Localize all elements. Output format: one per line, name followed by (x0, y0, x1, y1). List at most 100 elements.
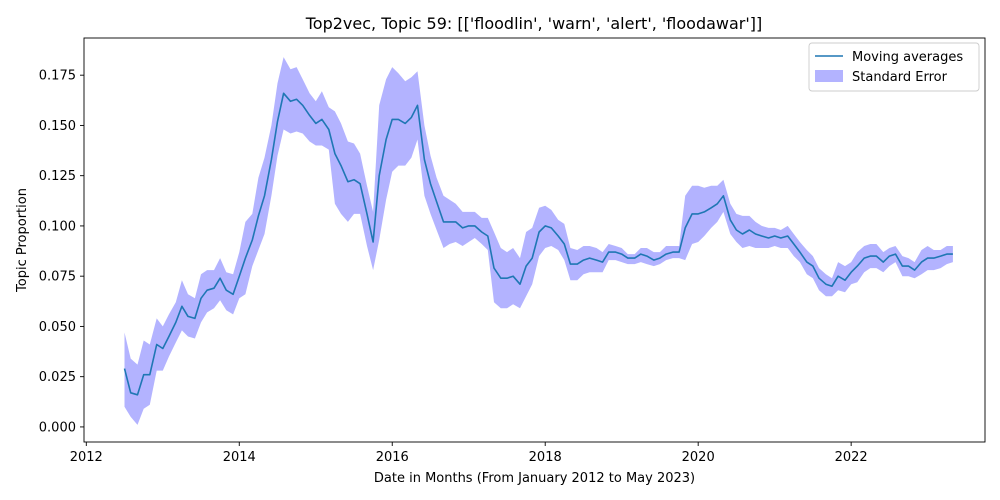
moving-average-point-6 (161, 347, 164, 350)
moving-average-point-102 (773, 235, 776, 238)
moving-average-point-82 (645, 255, 648, 258)
moving-average-point-43 (397, 118, 400, 121)
moving-average-point-23 (270, 158, 273, 161)
moving-average-point-65 (538, 231, 541, 234)
moving-average-point-70 (569, 263, 572, 266)
moving-average-point-110 (824, 283, 827, 286)
moving-average-point-28 (301, 104, 304, 107)
moving-average-point-89 (691, 212, 694, 215)
moving-average-point-126 (926, 257, 929, 260)
moving-average-point-9 (180, 305, 183, 308)
y-tick-label: 0.125 (39, 169, 76, 184)
y-tick-label: 0.050 (39, 320, 76, 335)
moving-average-point-46 (416, 104, 419, 107)
moving-average-point-129 (945, 253, 948, 256)
moving-average-point-51 (448, 220, 451, 223)
y-axis: 0.000 0.025 0.050 0.075 0.100 0.125 0.150 0.175 (39, 69, 84, 435)
moving-average-point-59 (499, 277, 502, 280)
y-tick-label: 0.075 (39, 270, 76, 285)
moving-average-point-93 (716, 202, 719, 205)
moving-average-point-44 (404, 122, 407, 125)
moving-average-point-12 (200, 297, 203, 300)
moving-average-point-108 (811, 265, 814, 268)
legend-label-standard-error: Standard Error (852, 70, 948, 85)
moving-average-point-4 (148, 373, 151, 376)
moving-average-point-60 (506, 277, 509, 280)
moving-average-point-7 (167, 335, 170, 338)
moving-average-point-61 (512, 275, 515, 278)
y-tick-label: 0.175 (39, 69, 76, 84)
moving-average-point-34 (340, 164, 343, 167)
moving-average-point-42 (391, 118, 394, 121)
moving-average-point-125 (920, 261, 923, 264)
moving-average-point-130 (951, 253, 954, 256)
moving-average-point-38 (366, 212, 369, 215)
moving-average-point-94 (722, 194, 725, 197)
moving-average-point-97 (741, 233, 744, 236)
moving-average-point-10 (187, 315, 190, 318)
moving-average-point-48 (429, 182, 432, 185)
moving-average-point-25 (282, 92, 285, 95)
moving-average-point-75 (601, 261, 604, 264)
x-tick-label: 2014 (223, 450, 256, 465)
moving-averages-line (123, 92, 953, 396)
x-axis: 2012 2014 2016 2018 2020 2022 (70, 442, 868, 465)
x-tick-label: 2020 (682, 450, 715, 465)
moving-average-point-56 (480, 231, 483, 234)
moving-average-point-88 (684, 226, 687, 229)
moving-average-point-62 (519, 283, 522, 286)
moving-average-point-101 (767, 237, 770, 240)
moving-average-point-41 (385, 138, 388, 141)
moving-average-point-114 (850, 271, 853, 274)
moving-average-point-52 (454, 220, 457, 223)
moving-average-point-15 (219, 277, 222, 280)
moving-average-point-45 (410, 116, 413, 119)
moving-average-point-29 (308, 114, 311, 117)
moving-average-point-64 (531, 257, 534, 260)
moving-average-point-107 (805, 261, 808, 264)
moving-average-point-47 (423, 158, 426, 161)
moving-average-point-27 (295, 98, 298, 101)
moving-average-point-104 (786, 235, 789, 238)
moving-average-point-120 (888, 255, 891, 258)
moving-average-point-36 (353, 178, 356, 181)
moving-average-point-124 (913, 269, 916, 272)
x-axis-label: Date in Months (From January 2012 to May… (374, 471, 695, 486)
moving-average-point-73 (588, 257, 591, 260)
legend: Moving averages Standard Error (808, 42, 980, 92)
moving-average-point-37 (359, 182, 362, 185)
moving-average-point-105 (792, 243, 795, 246)
moving-average-point-26 (289, 100, 292, 103)
moving-average-point-71 (576, 263, 579, 266)
moving-average-point-109 (818, 277, 821, 280)
x-tick-label: 2016 (376, 450, 409, 465)
moving-average-point-86 (671, 251, 674, 254)
moving-average-point-100 (760, 235, 763, 238)
moving-average-point-119 (882, 261, 885, 264)
moving-average-point-115 (856, 265, 859, 268)
legend-box (808, 42, 980, 92)
moving-average-point-122 (901, 265, 904, 268)
moving-average-point-72 (582, 259, 585, 262)
moving-average-point-39 (372, 241, 375, 244)
moving-average-point-68 (557, 235, 560, 238)
y-tick-label: 0.000 (39, 420, 76, 435)
moving-average-point-58 (493, 267, 496, 270)
moving-average-point-91 (703, 210, 706, 213)
y-tick-label: 0.100 (39, 219, 76, 234)
moving-average-point-123 (907, 265, 910, 268)
moving-average-point-87 (678, 251, 681, 254)
moving-average-point-20 (251, 239, 254, 242)
moving-average-point-127 (932, 257, 935, 260)
moving-average-point-24 (276, 120, 279, 123)
moving-average-point-117 (869, 255, 872, 258)
moving-average-point-81 (639, 253, 642, 256)
moving-average-point-96 (735, 229, 738, 232)
moving-average-point-85 (665, 253, 668, 256)
moving-average-point-67 (550, 226, 553, 229)
moving-average-point-118 (875, 255, 878, 258)
legend-label-moving-averages: Moving averages (852, 50, 963, 65)
moving-average-point-84 (658, 257, 661, 260)
moving-average-point-74 (595, 259, 598, 262)
